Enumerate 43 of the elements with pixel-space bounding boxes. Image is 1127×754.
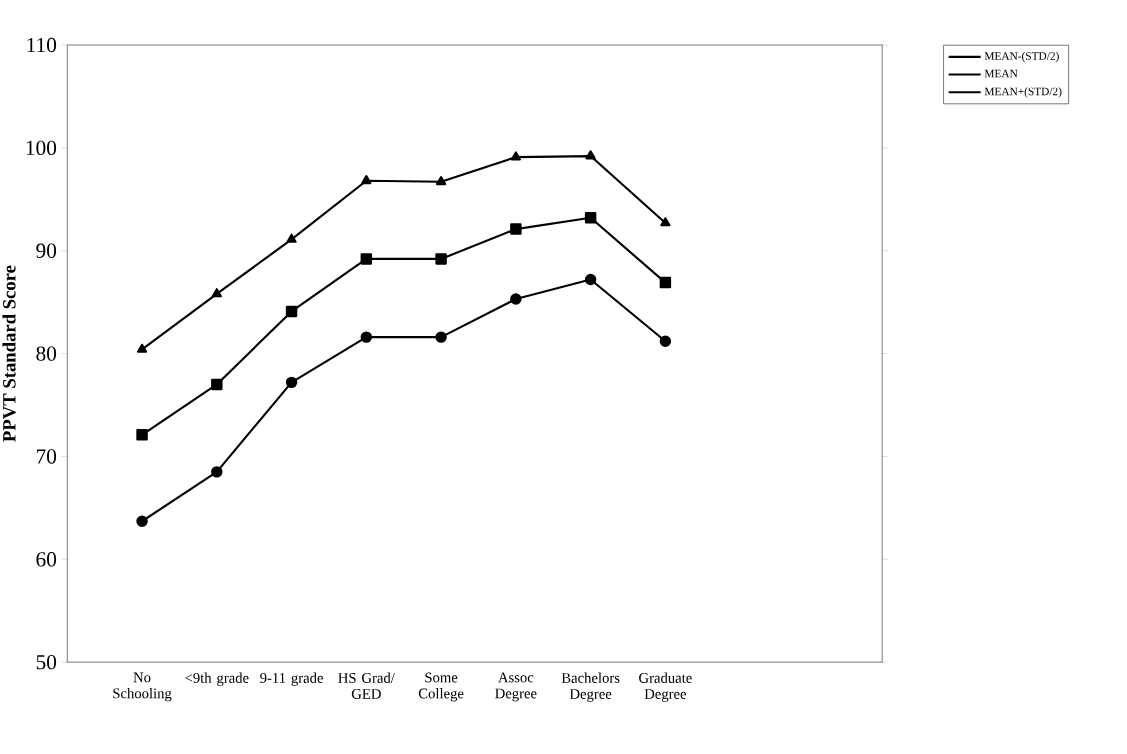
point — [286, 233, 297, 243]
point — [584, 273, 597, 286]
y-tick-label: 80 — [36, 346, 57, 361]
point — [211, 466, 223, 478]
x-tick-label: HS Grad/ GED — [338, 672, 395, 699]
point — [510, 293, 522, 305]
point — [136, 343, 148, 353]
point — [285, 376, 298, 388]
x-tick-label: Graduate Degree — [639, 672, 692, 702]
point — [585, 150, 596, 160]
point — [361, 174, 372, 185]
point — [584, 211, 597, 224]
point — [510, 151, 521, 161]
x-tick-label: Bachelors Degree — [561, 672, 620, 702]
y-tick-label: 90 — [36, 243, 57, 258]
point — [211, 378, 223, 391]
x-tick-label: <9th grade — [185, 672, 249, 686]
legend-label: MEAN+(STD/2) — [984, 87, 1062, 98]
y-tick-label: 100 — [26, 140, 57, 155]
x-tick-label: 9-11 grade — [260, 672, 323, 686]
point — [285, 305, 298, 318]
x-tick-label: Assoc Degree — [495, 672, 537, 702]
point — [211, 288, 222, 298]
point — [659, 335, 672, 347]
point — [360, 331, 373, 343]
legend-label: MEAN — [984, 69, 1018, 78]
point — [660, 217, 671, 227]
y-tick-label: 60 — [36, 552, 57, 567]
point — [435, 331, 447, 343]
point — [659, 276, 672, 289]
point — [435, 175, 447, 186]
x-tick-label: Some College — [418, 672, 464, 702]
x-tick-label: No Schooling — [113, 672, 172, 702]
point — [435, 253, 447, 265]
y-tick-label: 50 — [36, 654, 57, 670]
y-axis-title: PPVT Standard Score — [2, 265, 16, 442]
point — [136, 515, 148, 527]
legend-label: MEAN-(STD/2) — [984, 51, 1059, 63]
point — [510, 223, 522, 235]
point — [360, 253, 373, 265]
y-tick-label: 110 — [27, 37, 57, 53]
y-tick-label: 70 — [36, 449, 57, 464]
point — [136, 428, 148, 441]
